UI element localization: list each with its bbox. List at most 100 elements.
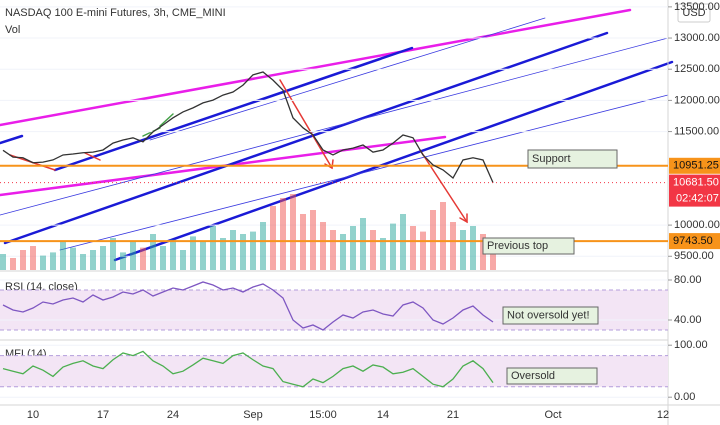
volume-bar: [380, 238, 386, 270]
y-tick-label: 80.00: [674, 274, 702, 286]
channel-line: [0, 8, 632, 127]
volume-bar: [40, 255, 46, 270]
volume-bar: [390, 223, 396, 270]
volume-bar: [470, 226, 476, 270]
x-tick-label: 12: [657, 409, 669, 421]
y-tick-label: 10000.00: [674, 219, 720, 231]
series-line: [2, 350, 494, 388]
volume-bar: [200, 242, 206, 270]
volume-bar: [90, 250, 96, 270]
annotation-box: [502, 306, 599, 325]
y-tick-label: 9500.00: [674, 250, 714, 262]
volume-bar: [160, 246, 166, 270]
volume-bar: [180, 250, 186, 270]
x-tick-label: 10: [27, 409, 39, 421]
chart-title: NASDAQ 100 E-mini Futures, 3h, CME_MINI: [5, 7, 226, 19]
volume-bar: [360, 218, 366, 270]
volume-bar: [260, 222, 266, 270]
channel-line: [3, 31, 609, 245]
volume-bar: [20, 250, 26, 270]
x-tick-label: 21: [447, 409, 459, 421]
volume-bar: [10, 258, 16, 270]
arrow-head: [459, 213, 468, 224]
volume-bar: [370, 230, 376, 270]
x-tick-label: Oct: [544, 409, 561, 421]
arrow: [419, 149, 468, 223]
level-label: 10951.25: [673, 160, 719, 172]
annotation-box: [506, 367, 598, 385]
volume-bar: [110, 238, 116, 270]
arrow: [159, 113, 174, 127]
volume-bar: [70, 247, 76, 270]
annotation-box: [482, 237, 575, 255]
x-tick-label: 15:00: [309, 409, 337, 421]
volume-bar: [120, 252, 126, 270]
countdown: 02:42:07: [676, 193, 719, 205]
y-tick-label: 0.00: [674, 391, 695, 403]
volume-bar: [60, 242, 66, 270]
last-price-label: 10681.50: [673, 177, 719, 189]
annotation-text: Not oversold yet!: [507, 309, 590, 321]
currency-box[interactable]: [677, 3, 711, 23]
channel-line: [59, 94, 669, 251]
volume-bar: [190, 236, 196, 270]
volume-bar: [340, 234, 346, 270]
volume-bar: [130, 242, 136, 270]
volume-bar: [150, 234, 156, 270]
arrow: [279, 79, 333, 169]
y-tick-label: 12500.00: [674, 63, 720, 75]
volume-bar: [250, 231, 256, 270]
annotation-text: Oversold: [511, 370, 555, 382]
x-tick-label: 17: [97, 409, 109, 421]
volume-bar: [440, 202, 446, 270]
volume-bar: [430, 210, 436, 270]
y-tick-label: 11500.00: [674, 125, 719, 137]
x-tick-label: 14: [377, 409, 389, 421]
volume-bar: [290, 194, 296, 270]
y-tick-label: 100.00: [674, 339, 708, 351]
level-label-box: [669, 157, 720, 174]
volume-bar: [80, 254, 86, 270]
volume-bar: [330, 230, 336, 270]
volume-bar: [0, 254, 6, 270]
volume-bar: [220, 238, 226, 270]
volume-label: Vol: [5, 24, 20, 36]
volume-bar: [240, 234, 246, 270]
channel-line: [0, 134, 24, 145]
channel-line: [53, 46, 414, 172]
volume-bar: [310, 210, 316, 270]
volume-bar: [210, 226, 216, 270]
annotation-box: [527, 149, 618, 169]
annotation-text: Previous top: [487, 240, 548, 252]
volume-bar: [170, 239, 176, 270]
volume-bar: [410, 226, 416, 270]
y-tick-label: 13500.00: [674, 1, 720, 13]
volume-bar: [450, 222, 456, 270]
volume-bar: [230, 230, 236, 270]
y-tick-label: 12000.00: [674, 94, 720, 106]
channel-line: [0, 37, 669, 216]
volume-bar: [140, 247, 146, 270]
volume-bar: [270, 206, 276, 270]
x-tick-label: Sep: [243, 409, 263, 421]
volume-bar: [460, 230, 466, 270]
volume-bar: [280, 198, 286, 270]
y-tick-label: 13000.00: [674, 32, 720, 44]
arrow: [84, 152, 101, 161]
level-label: 9743.50: [673, 235, 713, 247]
volume-bar: [100, 246, 106, 270]
x-tick-label: 24: [167, 409, 179, 421]
volume-bar: [350, 226, 356, 270]
y-tick-label: 40.00: [674, 314, 702, 326]
volume-bar: [320, 222, 326, 270]
series-line: [2, 281, 494, 331]
currency[interactable]: USD: [682, 7, 705, 19]
annotation-text: Support: [532, 153, 571, 165]
volume-bar: [50, 252, 56, 270]
volume-bar: [420, 231, 426, 270]
volume-bar: [30, 246, 36, 270]
last-price-box: [669, 174, 720, 207]
series-line: [2, 71, 494, 183]
